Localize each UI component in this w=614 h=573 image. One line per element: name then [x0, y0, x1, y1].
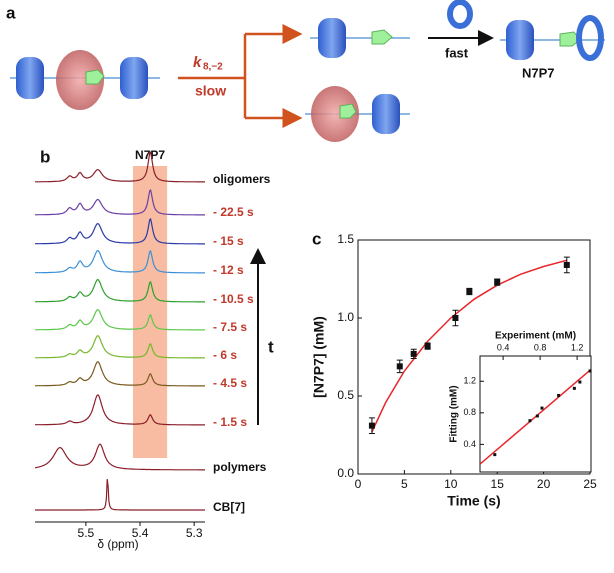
- y-tick-label: 1.5: [337, 232, 354, 246]
- x-tick-label: 10: [444, 477, 458, 491]
- x-tick-label: 5.3: [186, 526, 203, 540]
- x-tick-label: 1.2: [571, 342, 584, 352]
- data-point: [466, 288, 473, 295]
- highlight: [132, 166, 168, 458]
- spectrum: [35, 309, 205, 331]
- data-point: [493, 453, 497, 457]
- inset-bg: [480, 356, 591, 472]
- y-tick-label: 0.5: [337, 388, 354, 402]
- macrocycle: [56, 50, 104, 110]
- data-point: [588, 369, 592, 373]
- data-point: [410, 350, 417, 357]
- y-tick-label: 1.2: [463, 376, 476, 386]
- panel-label: b: [40, 147, 50, 166]
- macrocycle: [311, 86, 359, 142]
- panel-label: a: [6, 3, 16, 22]
- spectrum: [35, 249, 205, 274]
- trace-label: - 22.5 s: [213, 205, 254, 219]
- data-point: [535, 414, 539, 418]
- fit-line: [480, 368, 591, 465]
- spectrum: [35, 335, 205, 359]
- panel-label: c: [312, 229, 321, 248]
- data-point: [557, 393, 561, 397]
- trace-label: - 7.5 s: [213, 320, 247, 334]
- y-tick-label: 0.4: [463, 439, 476, 449]
- guest: [85, 69, 105, 85]
- y-axis-label: Fitting (mM): [449, 385, 460, 442]
- data-point: [563, 261, 570, 268]
- trace-label: - 15 s: [213, 234, 244, 248]
- wheel: [506, 20, 534, 60]
- trace-label: - 1.5 s: [213, 415, 247, 429]
- rate-subscript: 8,−2: [203, 62, 223, 73]
- spectrum: [35, 394, 205, 426]
- trace-label: polymers: [213, 460, 267, 474]
- x-tick-label: 5: [401, 477, 408, 491]
- wheel: [16, 57, 44, 99]
- slow-label: slow: [195, 83, 226, 99]
- fast-label: fast: [445, 45, 469, 60]
- data-point: [452, 315, 459, 321]
- data-point: [396, 363, 403, 370]
- y-tick-label: 0.8: [463, 407, 476, 417]
- guest: [339, 103, 357, 119]
- plot-clip: [371, 259, 567, 433]
- data-point: [494, 279, 501, 286]
- data-point: [540, 406, 544, 410]
- spectrum: [34, 278, 205, 303]
- spectrum: [35, 479, 205, 511]
- y-tick-label: 0.0: [337, 466, 354, 480]
- x-tick-label: 0.8: [534, 342, 547, 352]
- trace-label: - 4.5 s: [213, 376, 247, 390]
- charts: b N7P7 oligomers - 22.5 s - 15 s - 12 s - 10.5…: [34, 147, 597, 551]
- spectrum: [35, 360, 205, 387]
- x-axis-label: δ (ppm): [97, 537, 138, 551]
- trace-label: CB[7]: [213, 500, 245, 514]
- x-axis-label: Experiment (mM): [495, 331, 576, 342]
- cb7-ring: [576, 15, 604, 61]
- spectrum: [35, 150, 205, 183]
- trace-label: - 10.5 s: [213, 292, 254, 306]
- data-point: [528, 419, 532, 423]
- highlight-label: N7P7: [135, 148, 165, 162]
- fit-line: [371, 259, 567, 433]
- spectrum: [34, 443, 205, 471]
- x-tick-label: 20: [537, 477, 551, 491]
- y-axis-label: [N7P7] (mM): [311, 316, 327, 398]
- x-tick-label: 0.4: [497, 342, 510, 352]
- trace-label: oligomers: [213, 172, 271, 186]
- data-point: [424, 343, 431, 350]
- guest: [371, 29, 393, 45]
- product-label: N7P7: [522, 65, 555, 80]
- data-point: [368, 422, 375, 429]
- wheel: [318, 18, 346, 58]
- wheel: [372, 94, 400, 134]
- x-tick-label: 0: [355, 477, 362, 491]
- data-point: [578, 380, 582, 384]
- x-tick-label: 5.5: [78, 526, 95, 540]
- y-tick-label: 1.0: [337, 310, 354, 324]
- wheel: [120, 57, 148, 99]
- time-label: t: [268, 337, 274, 356]
- x-tick-label: 15: [491, 477, 505, 491]
- x-tick-label: 5.4: [132, 526, 149, 540]
- x-tick-label: 25: [583, 477, 597, 491]
- spectrum: [35, 188, 205, 216]
- plot-clip: [480, 368, 591, 465]
- panel-a: a k 8,−2 slow fast N7P7: [6, 0, 605, 142]
- plot-frame: [479, 355, 592, 473]
- rate-symbol: k: [193, 54, 202, 71]
- x-axis-label: Time (s): [447, 493, 500, 509]
- spectrum: [35, 217, 205, 245]
- trace-label: - 12 s: [213, 263, 244, 277]
- trace-label: - 6 s: [213, 348, 237, 362]
- cb7-icon: [447, 0, 473, 29]
- data-point: [572, 386, 576, 390]
- guest: [559, 31, 581, 47]
